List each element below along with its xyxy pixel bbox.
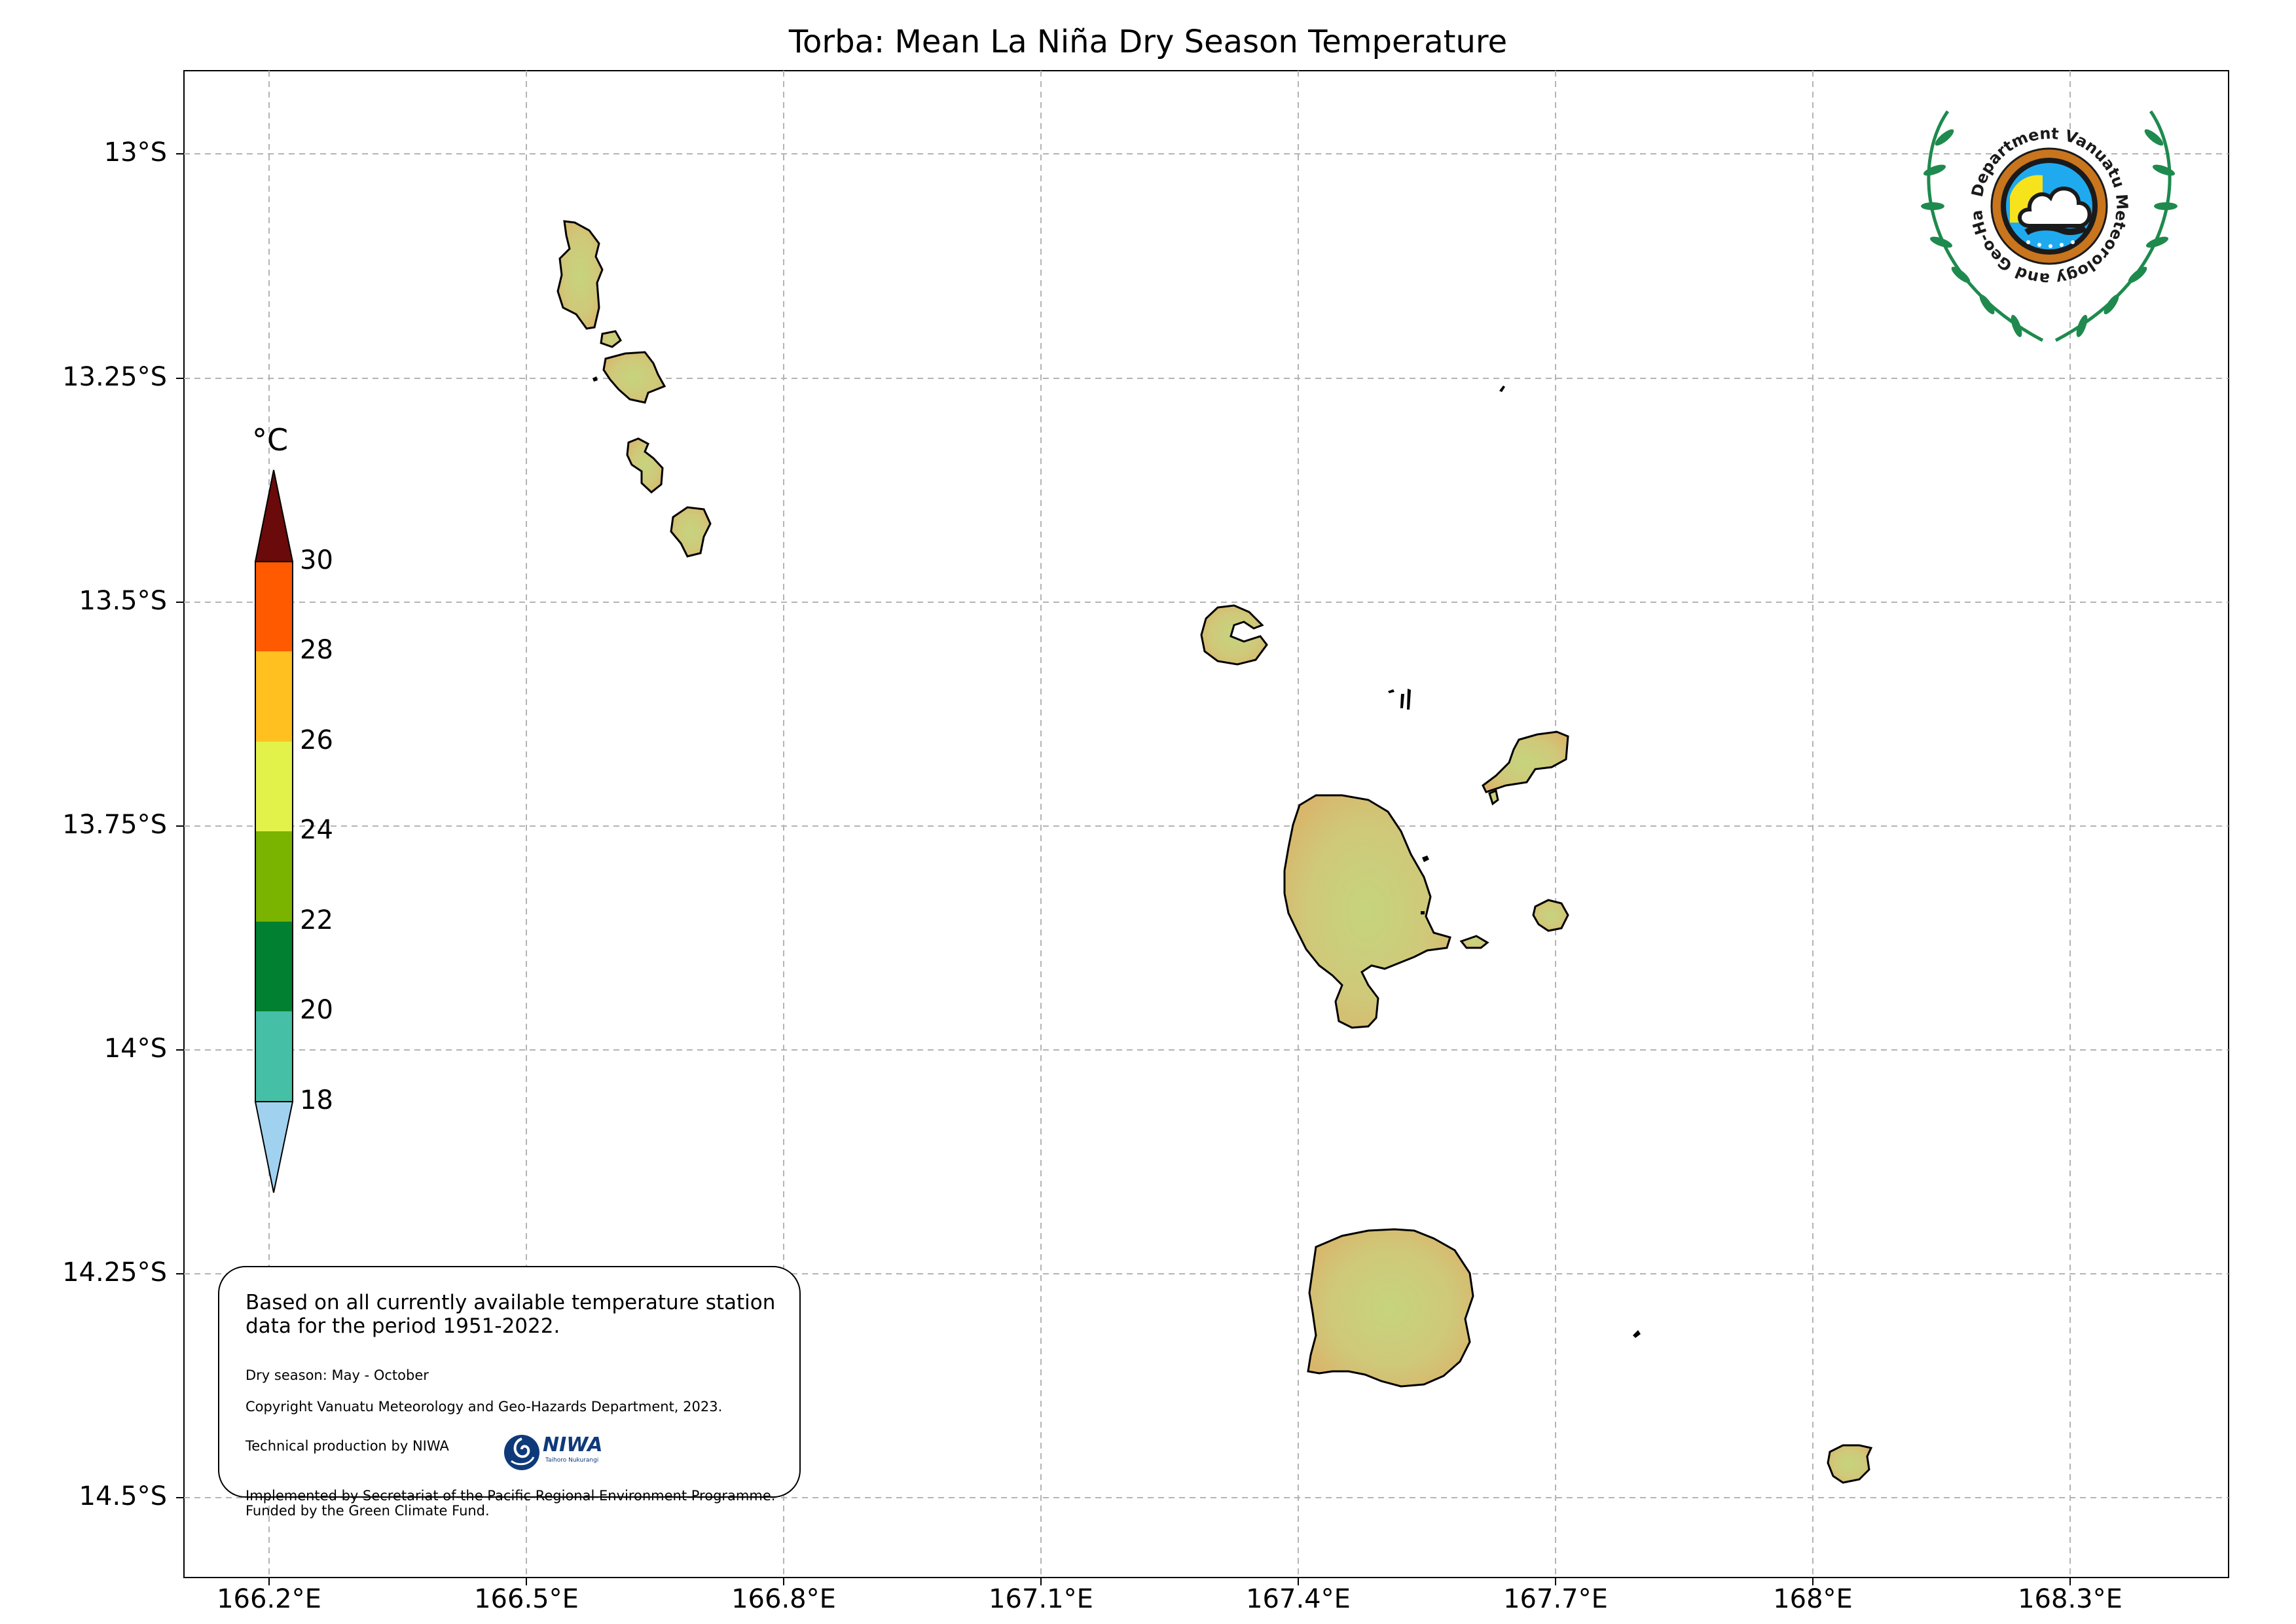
colorbar-band-28-30 (255, 562, 293, 651)
island-hiu (556, 220, 604, 330)
islet-reef-1 (1388, 689, 1394, 693)
info-box: Based on all currently available tempera… (218, 1266, 801, 1519)
info-main-text: Based on all currently available tempera… (246, 1291, 776, 1338)
info-season: Dry season: May - October (246, 1367, 429, 1383)
niwa-swirl-icon (504, 1435, 539, 1470)
x-tick-168-0: 168°E (1773, 1584, 1853, 1614)
y-tick-14-00: 14°S (103, 1034, 167, 1064)
axis-ticks (176, 153, 2071, 1585)
islet-reef-3 (1407, 689, 1411, 710)
island-mota (1532, 899, 1569, 932)
x-tick-167-1: 167.1°E (989, 1584, 1093, 1614)
colorbar-label-28: 28 (300, 635, 333, 665)
colorbar-max-triangle (254, 469, 294, 562)
island-loh (626, 437, 664, 494)
colorbar (254, 469, 294, 1193)
colorbar-band-22-24 (255, 831, 293, 922)
y-tick-13-50: 13.5°S (79, 586, 167, 616)
logo-stars (2026, 240, 2075, 248)
x-tick-168-3: 168.3°E (2018, 1584, 2123, 1614)
island-vanua-lava-spit (1459, 935, 1489, 949)
colorbar-band-20-22 (255, 922, 293, 1011)
info-implemented: Implemented by Secretariat of the Pacifi… (246, 1489, 775, 1519)
niwa-name: NIWA (543, 1434, 603, 1456)
islet-hiu-west (592, 376, 598, 382)
island-motalava (1482, 731, 1569, 793)
y-tick-13-75: 13.75°S (62, 810, 167, 840)
x-tick-166-8: 166.8°E (731, 1584, 836, 1614)
colorbar-label-20: 20 (300, 995, 333, 1025)
y-tick-13-25: 13.25°S (62, 362, 167, 392)
x-tick-167-7: 167.7°E (1503, 1584, 1608, 1614)
colorbar-outline (255, 561, 293, 1102)
y-tick-14-50: 14.5°S (79, 1481, 167, 1511)
island-ureparapara (1200, 604, 1268, 666)
colorbar-min-triangle (254, 1101, 294, 1193)
island-vanua-lava (1283, 794, 1451, 1029)
islets (592, 376, 1641, 1338)
colorbar-label-22: 22 (300, 905, 333, 935)
island-rah (1488, 789, 1499, 806)
x-tick-167-4: 167.4°E (1246, 1584, 1351, 1614)
islet-vanua-east (1422, 856, 1429, 862)
map-title: Torba: Mean La Niña Dry Season Temperatu… (788, 24, 1508, 60)
colorbar-label-26: 26 (300, 725, 333, 755)
x-tick-166-5: 166.5°E (474, 1584, 579, 1614)
info-copyright: Copyright Vanuatu Meteorology and Geo-Ha… (246, 1399, 723, 1415)
laurel-leaves (1921, 129, 2178, 338)
colorbar-label-30: 30 (300, 545, 333, 575)
info-funded-line: Funded by the Green Climate Fund. (246, 1503, 490, 1519)
info-technical: Technical production by NIWA (246, 1438, 449, 1454)
niwa-logo: NIWA Taihoro Nukurangi (503, 1432, 621, 1478)
x-tick-166-2: 166.2°E (217, 1584, 321, 1614)
y-tick-14-25: 14.25°S (62, 1257, 167, 1288)
island-toga (670, 506, 712, 558)
colorbar-label-24: 24 (300, 815, 333, 845)
logo-swoosh (2024, 224, 2087, 236)
islet-reef-2 (1400, 694, 1404, 708)
islet-north-east (1499, 386, 1505, 392)
niwa-subtitle: Taihoro Nukurangi (545, 1457, 599, 1464)
islands (556, 220, 1873, 1484)
info-implemented-line: Implemented by Secretariat of the Pacifi… (246, 1488, 776, 1504)
colorbar-band-24-26 (255, 742, 293, 831)
map-frame (183, 70, 2229, 1578)
y-tick-13-00: 13°S (103, 137, 167, 168)
laurel-wreath (1927, 110, 2172, 342)
colorbar-label-18: 18 (300, 1085, 333, 1115)
colorbar-band-18-20 (255, 1011, 293, 1102)
island-tegua (602, 351, 666, 404)
colorbar-unit: °C (252, 422, 289, 458)
island-tegua-islet (600, 330, 622, 348)
island-merelava (1827, 1444, 1873, 1484)
colorbar-band-26-28 (255, 651, 293, 742)
logo-cloud (2018, 187, 2092, 228)
vmgd-emblem-icon: Department Vanuatu Meteorology and Geo-H… (1912, 92, 2178, 342)
islet-vanua-south (1421, 911, 1425, 914)
islet-gaua-east (1633, 1330, 1641, 1338)
island-gaua (1307, 1228, 1474, 1388)
